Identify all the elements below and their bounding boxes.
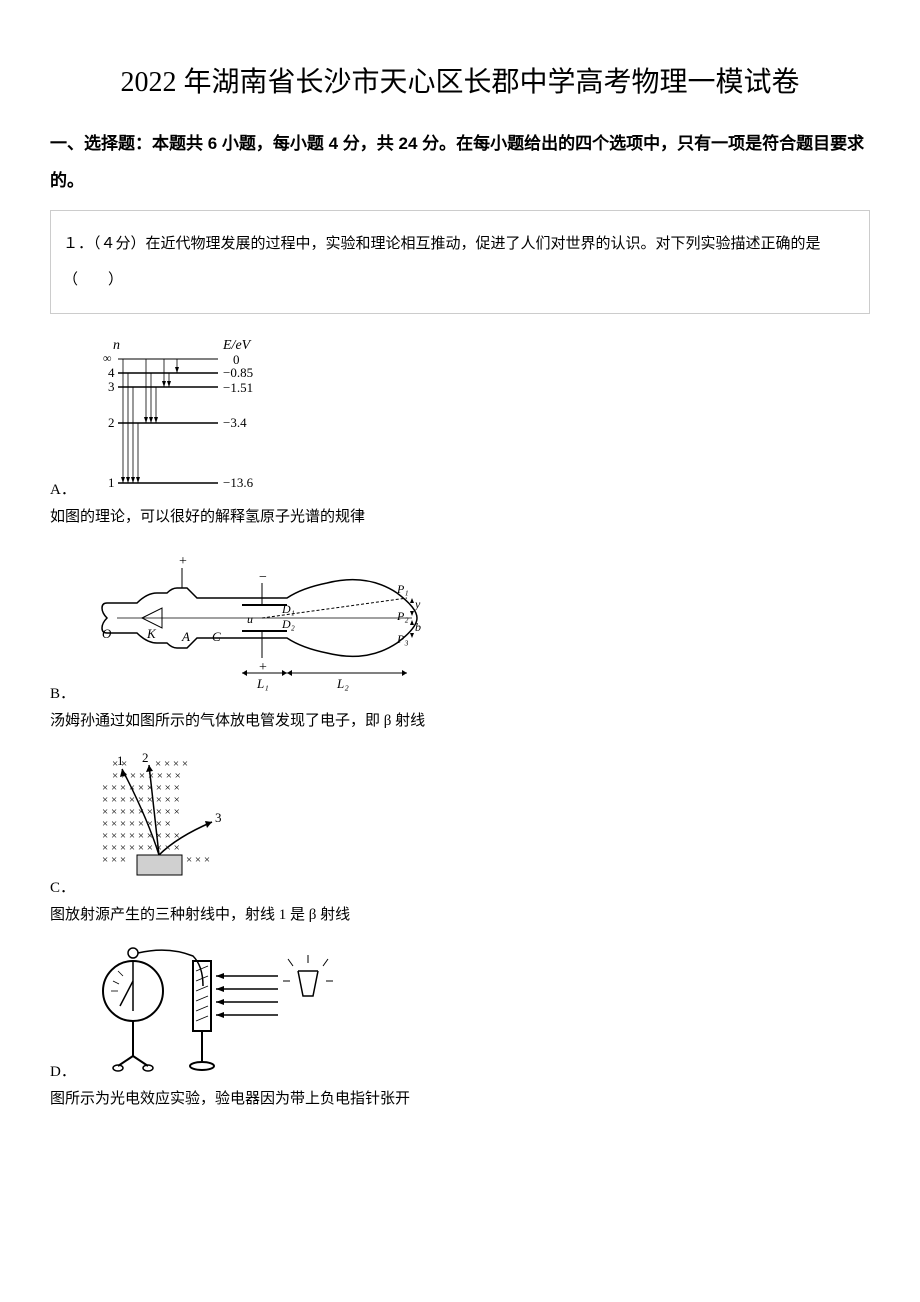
option-b-desc: 汤姆孙通过如图所示的气体放电管发现了电子，即 β 射线	[50, 708, 870, 735]
option-b: B． − + +	[50, 543, 870, 735]
option-c-diagram: × × × × × × × × × × × × × × × × × × × × …	[87, 747, 267, 897]
e-34: −3.4	[223, 415, 247, 430]
svg-text:× × × × × × × × ×: × × × × × × × × ×	[102, 794, 180, 806]
question-box-1: １．（４分）在近代物理发展的过程中，实验和理论相互推动，促进了人们对世界的认识。…	[50, 210, 870, 314]
option-a-label: A．	[50, 478, 76, 499]
svg-text:× × × × × × × × ×: × × × × × × × × ×	[102, 782, 180, 794]
e-085: −0.85	[223, 365, 253, 380]
label-l1: L₁	[256, 676, 269, 691]
option-a-desc: 如图的理论，可以很好的解释氢原子光谱的规律	[50, 504, 870, 531]
level-inf: ∞	[103, 351, 112, 365]
option-c-label: C．	[50, 876, 75, 897]
svg-text:× × × ×: × × × ×	[155, 758, 188, 770]
option-d-desc: 图所示为光电效应实验，验电器因为带上负电指针张开	[50, 1086, 870, 1113]
level-3: 3	[108, 379, 115, 394]
svg-text:× × × × × × × ×: × × × × × × × ×	[102, 818, 171, 830]
ray-3-label: 3	[215, 810, 222, 825]
option-d-label: D．	[50, 1060, 76, 1081]
label-l2: L₂	[336, 676, 349, 691]
label-d2: D₂	[281, 617, 295, 631]
label-y: y	[414, 597, 421, 611]
ray-1-label: 1	[117, 753, 124, 768]
svg-text:× × × × × × × × ×: × × × × × × × × ×	[102, 830, 180, 842]
level-4: 4	[108, 365, 115, 380]
label-d1: D₁	[281, 602, 295, 616]
option-d: D．	[50, 941, 870, 1113]
e-label: E/eV	[222, 338, 252, 353]
ray-2-label: 2	[142, 750, 149, 765]
label-p3: P₃	[396, 632, 409, 646]
label-p1: P₁	[396, 582, 409, 596]
option-b-diagram: − + + O K A C D₁ D₂ u	[87, 543, 427, 703]
question-1-text: １．（４分）在近代物理发展的过程中，实验和理论相互推动，促进了人们对世界的认识。…	[63, 226, 857, 298]
e-151: −1.51	[223, 380, 253, 395]
label-o: O	[102, 626, 112, 641]
label-p2: P₂	[396, 609, 409, 623]
option-d-diagram	[88, 941, 348, 1081]
label-c: C	[212, 629, 221, 644]
option-c: C． × × × × × × × × × × × × × × × × × × ×…	[50, 747, 870, 929]
svg-text:× × ×: × × ×	[102, 854, 126, 866]
option-c-desc: 图放射源产生的三种射线中，射线 1 是 β 射线	[50, 902, 870, 929]
e-136: −13.6	[223, 475, 254, 490]
minus-label: −	[259, 570, 267, 585]
svg-text:× × × × × × × × ×: × × × × × × × × ×	[102, 842, 180, 854]
label-k: K	[146, 626, 157, 641]
level-1: 1	[108, 475, 115, 490]
label-u: u	[247, 612, 253, 626]
option-a: A． n E/eV ∞ 0 4 −0.85 3 −1.51 2 −3.4	[50, 329, 870, 531]
crosses: × × × × × × × × × × × × × × × × × × × × …	[102, 758, 210, 866]
plus-top: +	[179, 554, 187, 569]
option-b-label: B．	[50, 682, 75, 703]
section-header: 一、选择题：本题共 6 小题，每小题 4 分，共 24 分。在每小题给出的四个选…	[50, 125, 870, 200]
label-b: b	[415, 620, 421, 634]
option-a-diagram: n E/eV ∞ 0 4 −0.85 3 −1.51 2 −3.4 1	[88, 329, 308, 499]
page-title: 2022 年湖南省长沙市天心区长郡中学高考物理一模试卷	[50, 60, 870, 100]
n-label: n	[113, 338, 120, 353]
label-a: A	[181, 629, 190, 644]
level-2: 2	[108, 415, 115, 430]
